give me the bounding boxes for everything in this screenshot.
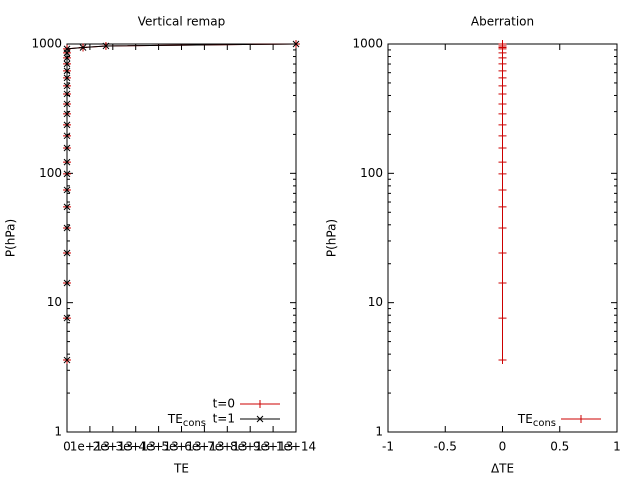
marker [292, 40, 300, 48]
x-tick-label: -0.5 [434, 440, 457, 454]
marker [79, 44, 87, 51]
legend-text: t=0 [213, 397, 235, 411]
marker [63, 121, 71, 129]
x-tick-label: 6e+13 [184, 440, 224, 454]
marker [498, 81, 507, 90]
x-tick-label: 4e+13 [138, 440, 178, 454]
marker [498, 249, 507, 258]
marker [63, 45, 71, 53]
marker [498, 99, 507, 108]
y-tick-label: 100 [360, 166, 383, 180]
marker [498, 356, 507, 365]
marker [63, 158, 71, 166]
marker [577, 415, 585, 423]
marker [63, 144, 71, 152]
marker [63, 82, 71, 90]
x-tick-label: -1 [382, 440, 394, 454]
marker [498, 109, 507, 118]
x-tick-label: 0 [63, 440, 71, 454]
marker [498, 73, 507, 82]
series-line [66, 43, 297, 361]
marker [498, 223, 507, 232]
marker [498, 278, 507, 287]
marker [63, 314, 71, 322]
marker [63, 224, 71, 232]
marker [498, 131, 507, 140]
chart-title: Vertical remap [138, 15, 225, 29]
marker [498, 202, 507, 211]
y-tick-label: 1 [54, 425, 62, 439]
x-tick-label: 1e+14 [276, 440, 316, 454]
marker [498, 169, 507, 178]
text-sub: cons [533, 418, 556, 429]
x-tick-label: 7e+13 [207, 440, 247, 454]
marker [498, 143, 507, 152]
marker [498, 185, 507, 194]
marker [498, 66, 507, 75]
text-main: TE [517, 412, 533, 426]
x-tick-label: 1 [613, 440, 621, 454]
legend-text: TEcons [167, 412, 206, 430]
marker [63, 132, 71, 140]
marker [63, 54, 71, 62]
marker [63, 186, 71, 194]
y-tick-label: 100 [39, 166, 62, 180]
marker [63, 356, 71, 364]
x-axis-label: ΔTE [491, 462, 514, 476]
marker [63, 249, 71, 257]
marker [63, 279, 71, 287]
x-tick-label: 3e+13 [116, 440, 156, 454]
y-tick-label: 1000 [31, 37, 62, 51]
series-line [66, 43, 297, 361]
x-axis-label: TE [173, 462, 189, 476]
legend-text: t=1 [213, 412, 235, 426]
marker [63, 203, 71, 211]
marker [102, 42, 110, 50]
marker [256, 415, 264, 423]
y-axis-label: P(hPa) [4, 219, 18, 257]
marker [63, 74, 71, 82]
marker [63, 67, 71, 75]
x-tick-label: 5e+13 [161, 440, 201, 454]
legend-text: TEcons [517, 412, 556, 430]
marker [498, 158, 507, 167]
y-tick-label: 1000 [352, 37, 383, 51]
text-main: TE [167, 412, 183, 426]
y-tick-label: 1 [375, 425, 383, 439]
plot-frame [66, 43, 297, 433]
x-tick-label: 0.5 [550, 440, 569, 454]
y-tick-label: 10 [47, 295, 62, 309]
x-tick-label: 1e+13 [70, 440, 110, 454]
marker [63, 170, 71, 178]
marker [63, 90, 71, 98]
marker [63, 100, 71, 108]
x-tick-label: 2e+13 [93, 440, 133, 454]
x-tick-label: 9e+13 [253, 440, 293, 454]
marker [63, 110, 71, 118]
marker [498, 120, 507, 129]
marker [498, 314, 507, 323]
y-tick-label: 10 [368, 295, 383, 309]
marker [63, 60, 71, 68]
x-tick-label: 8e+13 [230, 440, 270, 454]
y-axis-label: P(hPa) [325, 219, 339, 257]
text-sub: cons [183, 418, 206, 429]
chart-title: Aberration [471, 15, 534, 29]
x-tick-label: 0 [499, 440, 507, 454]
marker [256, 400, 264, 408]
marker [498, 89, 507, 98]
marker [498, 40, 507, 48]
